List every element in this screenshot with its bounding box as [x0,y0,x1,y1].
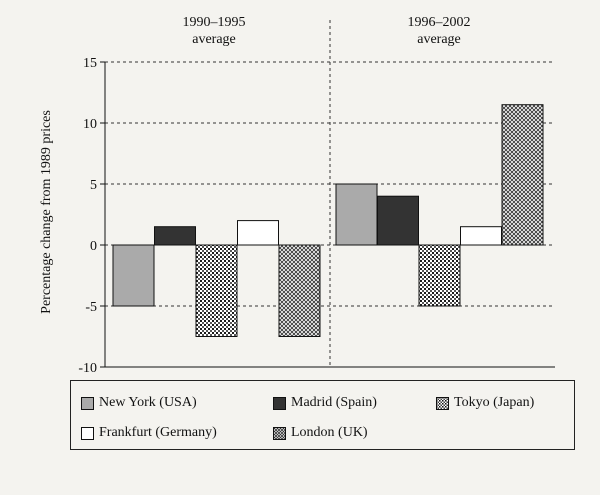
bar-tokyo-period-1 [195,244,238,337]
legend-item-frankfurt: Frankfurt (Germany) [81,425,217,441]
bar-tokyo-period-2 [418,244,461,307]
bar-london-period-1 [278,244,321,337]
y-tick-label: -5 [85,300,97,315]
legend-swatch-tokyo [436,396,449,410]
period-label-2-line2: average [417,32,461,47]
y-tick-label: 10 [83,117,97,132]
y-tick-label: 0 [90,239,97,254]
bar-madrid-period-2 [377,195,419,246]
bars [112,104,544,337]
period-label-2-line1: 1996–2002 [407,15,471,30]
legend: New York (USA) Madrid (Spain) Tokyo (Jap… [70,380,575,450]
bar-madrid-period-1 [154,226,196,246]
legend-item-tokyo: Tokyo (Japan) [436,395,534,411]
period-label-2: 1996–2002 average [384,14,494,48]
legend-swatch-frankfurt [81,426,94,440]
legend-item-new-york: New York (USA) [81,395,197,411]
legend-item-london: London (UK) [273,425,368,441]
bar-new-york-period-2 [335,183,378,246]
y-tick-label: 15 [83,56,97,71]
legend-label-london: London (UK) [291,425,368,440]
legend-swatch-madrid [273,396,286,410]
y-axis-label: Percentage change from 1989 prices [39,110,54,314]
bar-frankfurt-period-2 [460,226,502,246]
bar-new-york-period-1 [112,244,155,307]
y-axis: 15 10 5 0 -5 -10 [78,56,555,376]
legend-swatch-new-york [81,396,94,410]
period-label-1-line1: 1990–1995 [182,15,246,30]
legend-item-madrid: Madrid (Spain) [273,395,377,411]
legend-label-tokyo: Tokyo (Japan) [454,395,535,410]
y-tick-label: -10 [78,361,97,376]
bar-frankfurt-period-1 [237,220,279,246]
legend-swatch-london [273,426,286,440]
bar-london-period-2 [501,104,544,246]
legend-label-new-york: New York (USA) [99,395,197,410]
period-label-1: 1990–1995 average [159,14,269,48]
gridlines [105,20,555,367]
legend-label-frankfurt: Frankfurt (Germany) [99,425,217,440]
legend-label-madrid: Madrid (Spain) [291,395,377,410]
period-label-1-line2: average [192,32,236,47]
y-tick-label: 5 [90,178,97,193]
